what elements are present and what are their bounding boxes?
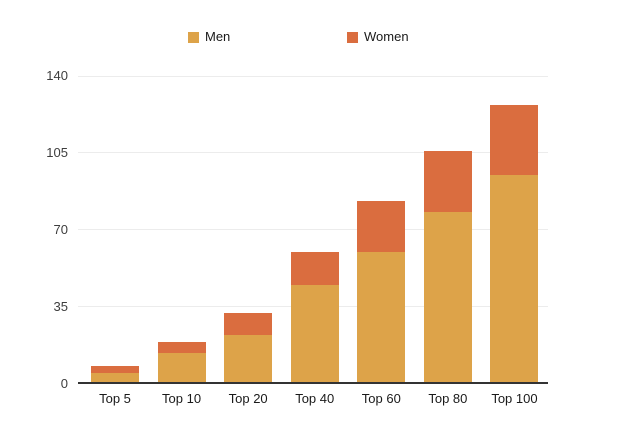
y-tick-label: 0: [60, 375, 68, 391]
legend-label-women: Women: [364, 29, 409, 44]
x-axis-label: Top 80: [428, 391, 468, 406]
bar-top-60-men[interactable]: [357, 251, 406, 384]
bar-top-5-men[interactable]: [91, 372, 139, 384]
bar-top-100-men[interactable]: [490, 174, 539, 384]
bar-top-40-women[interactable]: [290, 251, 339, 285]
legend-item-men[interactable]: Men: [188, 30, 230, 44]
x-axis-label: Top 5: [99, 391, 131, 406]
x-axis-label: Top 40: [295, 391, 335, 406]
bar-top-100-women[interactable]: [490, 104, 539, 175]
bar-top-10-women[interactable]: [157, 341, 206, 353]
bar-top-10-men[interactable]: [157, 352, 206, 384]
x-axis-label: Top 60: [361, 391, 401, 406]
legend-item-women[interactable]: Women: [347, 30, 409, 44]
bar-top-60-women[interactable]: [357, 201, 406, 252]
bar-top-20-men[interactable]: [224, 335, 273, 384]
gridline: [78, 229, 548, 231]
x-axis-label: Top 10: [162, 391, 202, 406]
gridline: [78, 152, 548, 154]
bar-top-40-men[interactable]: [290, 284, 339, 384]
legend-label-men: Men: [205, 29, 231, 44]
legend-swatch-women-icon: [347, 31, 358, 43]
y-tick-label: 70: [53, 221, 68, 237]
bar-top-80-men[interactable]: [423, 212, 472, 384]
y-tick-label: 35: [53, 298, 68, 314]
y-tick-label: 105: [46, 144, 68, 160]
bar-top-20-women[interactable]: [224, 313, 273, 336]
gridline: [78, 75, 548, 77]
bar-top-5-women[interactable]: [91, 365, 139, 373]
x-axis-line: [78, 382, 548, 384]
y-tick-label: 140: [46, 68, 68, 83]
legend-swatch-men-icon: [188, 31, 199, 43]
bar-top-80-women[interactable]: [423, 150, 472, 213]
x-axis-label: Top 20: [228, 391, 268, 406]
x-axis-label: Top 100: [491, 391, 538, 406]
